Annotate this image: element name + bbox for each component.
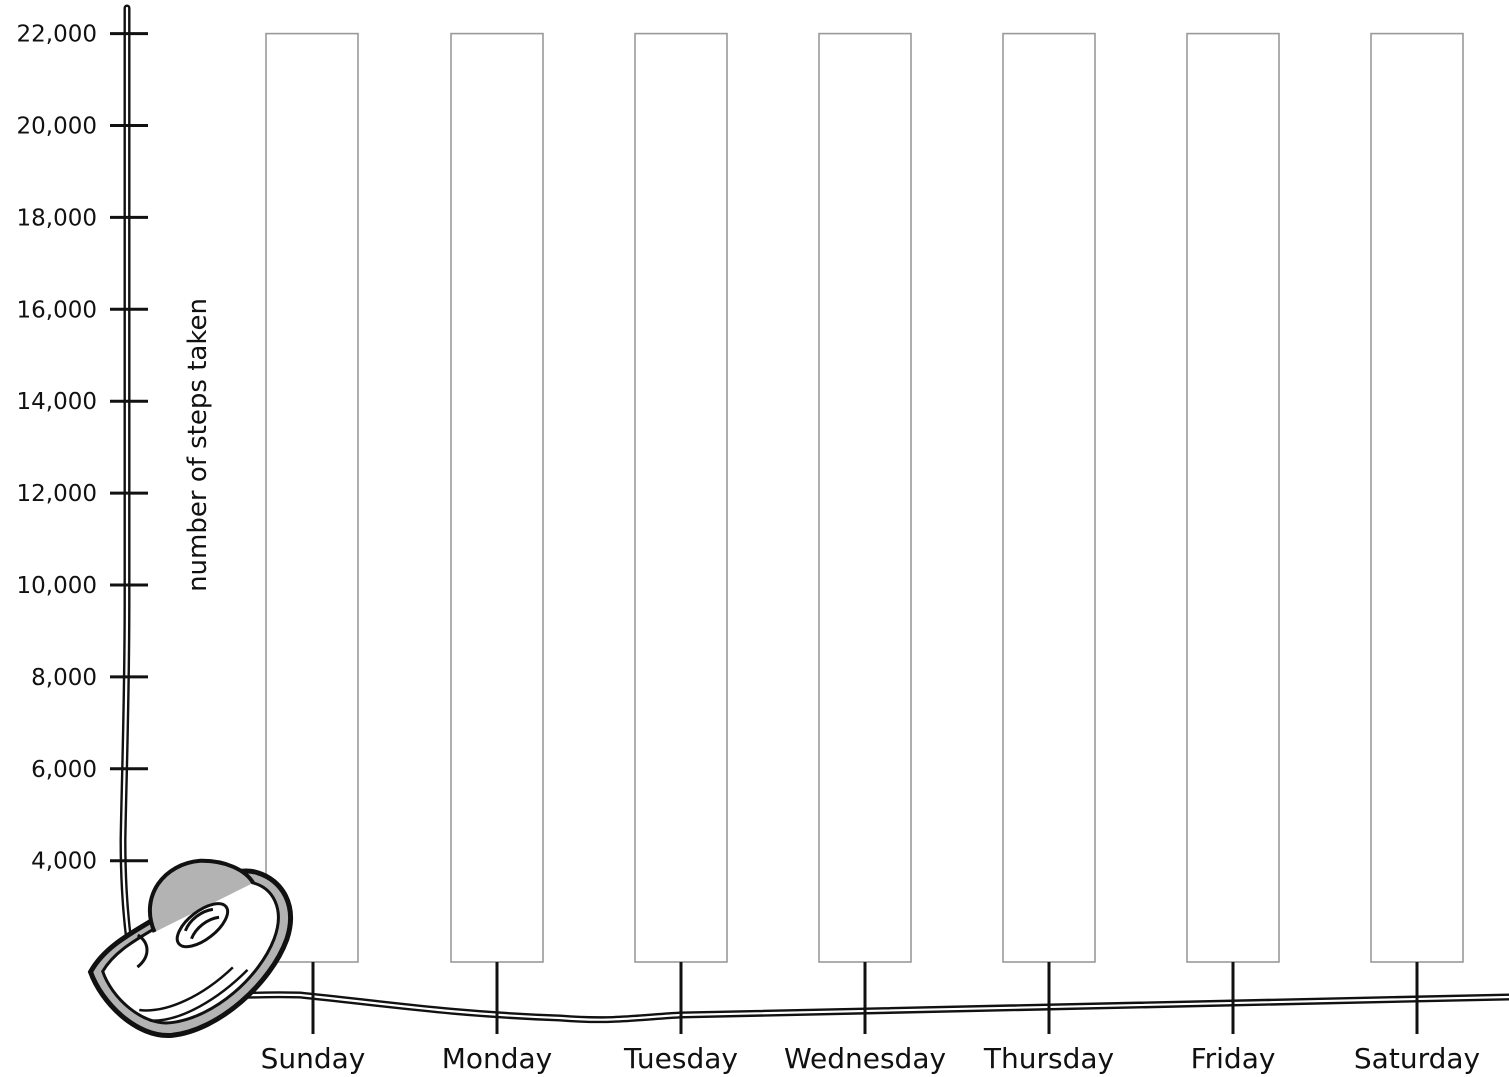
y-ticks: 4,000 6,000 8,000 10,000 12,000 14,000 16,000 1… — [17, 22, 148, 875]
x-tick-label: Tuesday — [623, 1042, 738, 1075]
x-axis: Sunday Monday Tuesday Wednesday Thursday Frid… — [186, 962, 1509, 1075]
x-tick-label: Wednesday — [784, 1042, 946, 1075]
x-tick-label: Thursday — [983, 1042, 1114, 1075]
y-tick-label: 14,000 — [17, 389, 97, 415]
y-tick-label: 22,000 — [17, 22, 97, 48]
y-axis-label: number of steps taken — [183, 298, 213, 592]
x-ticks: Sunday Monday Tuesday Wednesday Thursday Frid… — [261, 962, 1480, 1075]
x-tick-label: Friday — [1191, 1042, 1276, 1075]
y-tick-label: 8,000 — [31, 665, 97, 691]
bar-friday — [1186, 32, 1280, 963]
y-axis: 4,000 6,000 8,000 10,000 12,000 14,000 16,000 1… — [17, 4, 148, 972]
x-tick-label: Monday — [442, 1042, 553, 1075]
y-tick-label: 16,000 — [17, 297, 97, 323]
y-axis-lace-highlight — [121, 6, 135, 970]
bar-tuesday — [634, 32, 728, 963]
y-tick-label: 10,000 — [17, 573, 97, 599]
x-axis-lace — [186, 991, 1509, 1024]
y-tick-label: 20,000 — [17, 114, 97, 140]
bar-sunday — [265, 32, 359, 963]
bar-wednesday — [818, 32, 912, 963]
sneaker-icon — [87, 858, 293, 1038]
bars — [265, 32, 1464, 963]
y-tick-label: 4,000 — [31, 849, 97, 875]
x-tick-label: Sunday — [261, 1042, 366, 1075]
y-tick-label: 12,000 — [17, 481, 97, 507]
y-tick-label: 18,000 — [17, 205, 97, 231]
bar-thursday — [1002, 32, 1096, 963]
y-tick-label: 6,000 — [31, 757, 97, 783]
x-tick-label: Saturday — [1354, 1042, 1480, 1075]
bar-saturday — [1370, 32, 1464, 963]
bar-monday — [450, 32, 544, 963]
